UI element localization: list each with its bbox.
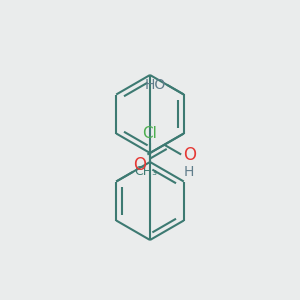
Text: H: H	[184, 165, 194, 179]
Text: Cl: Cl	[142, 126, 158, 141]
Text: CH₃: CH₃	[135, 165, 158, 178]
Text: O: O	[133, 156, 146, 174]
Text: O: O	[183, 146, 196, 164]
Text: HO: HO	[144, 78, 165, 92]
